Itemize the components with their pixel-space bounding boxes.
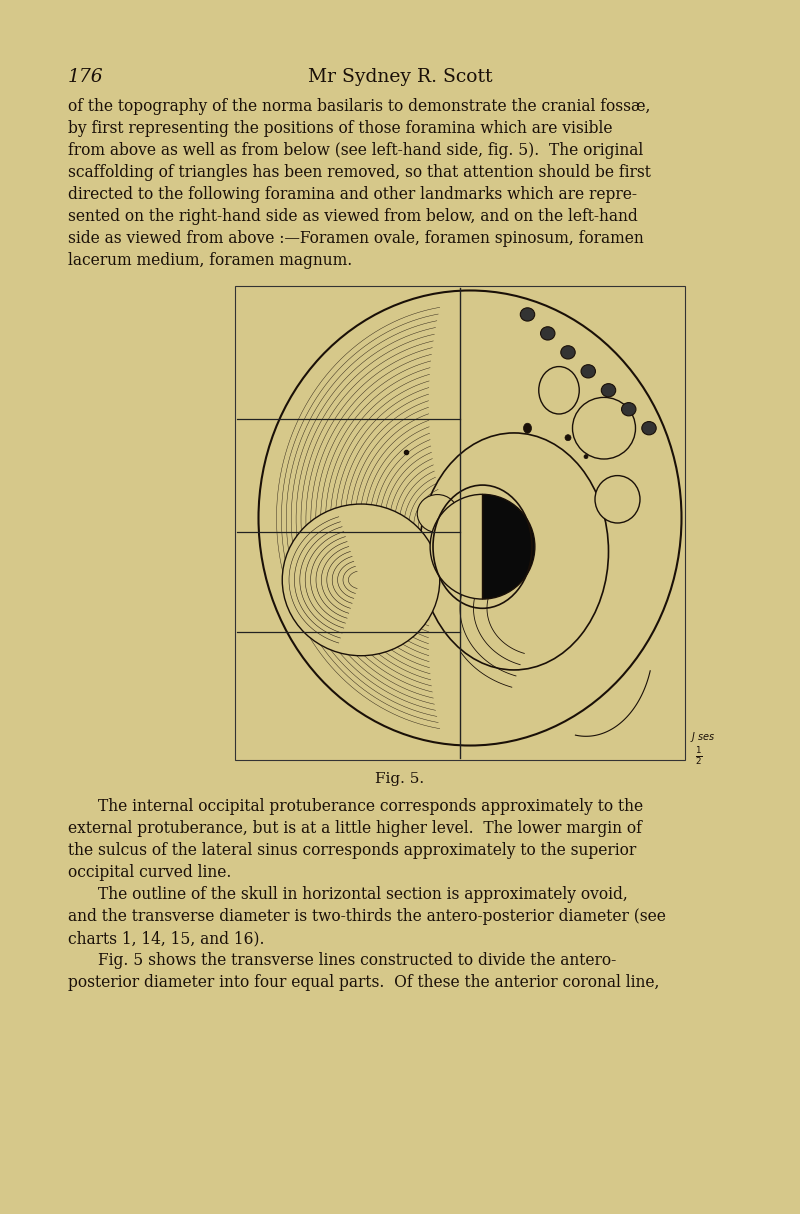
Text: The outline of the skull in horizontal section is approximately ovoid,: The outline of the skull in horizontal s… <box>98 886 628 903</box>
Text: and the transverse diameter is two-thirds the antero-posterior diameter (see: and the transverse diameter is two-third… <box>68 908 666 925</box>
Ellipse shape <box>595 476 640 523</box>
Wedge shape <box>430 494 482 599</box>
Ellipse shape <box>602 384 616 397</box>
Bar <box>235 287 685 760</box>
Text: side as viewed from above :—Foramen ovale, foramen spinosum, foramen: side as viewed from above :—Foramen oval… <box>68 229 644 246</box>
Text: Mr Sydney R. Scott: Mr Sydney R. Scott <box>308 68 492 86</box>
Wedge shape <box>482 494 535 599</box>
Ellipse shape <box>541 327 555 340</box>
Ellipse shape <box>258 290 682 745</box>
Text: 176: 176 <box>68 68 104 86</box>
Text: by first representing the positions of those foramina which are visible: by first representing the positions of t… <box>68 120 613 137</box>
Text: from above as well as from below (see left-hand side, fig. 5).  The original: from above as well as from below (see le… <box>68 142 643 159</box>
Text: charts 1, 14, 15, and 16).: charts 1, 14, 15, and 16). <box>68 930 265 947</box>
Ellipse shape <box>523 424 531 433</box>
Ellipse shape <box>419 433 609 670</box>
Ellipse shape <box>565 435 571 441</box>
Text: The internal occipital protuberance corresponds approximately to the: The internal occipital protuberance corr… <box>98 798 643 815</box>
Ellipse shape <box>622 403 636 416</box>
Ellipse shape <box>584 454 588 459</box>
Text: lacerum medium, foramen magnum.: lacerum medium, foramen magnum. <box>68 253 352 270</box>
Text: Fig. 5 shows the transverse lines constructed to divide the antero-: Fig. 5 shows the transverse lines constr… <box>98 952 616 969</box>
Text: of the topography of the norma basilaris to demonstrate the cranial fossæ,: of the topography of the norma basilaris… <box>68 98 650 115</box>
Text: scaffolding of triangles has been removed, so that attention should be first: scaffolding of triangles has been remove… <box>68 164 651 181</box>
Text: Fig. 5.: Fig. 5. <box>375 772 425 785</box>
Text: $\it{J\ ses}$: $\it{J\ ses}$ <box>690 730 715 744</box>
Ellipse shape <box>581 364 595 378</box>
Text: external protuberance, but is at a little higher level.  The lower margin of: external protuberance, but is at a littl… <box>68 819 642 836</box>
Ellipse shape <box>418 494 458 533</box>
Ellipse shape <box>561 346 575 359</box>
Ellipse shape <box>520 308 534 320</box>
Ellipse shape <box>573 397 635 459</box>
Ellipse shape <box>282 504 440 656</box>
Text: sented on the right-hand side as viewed from below, and on the left-hand: sented on the right-hand side as viewed … <box>68 208 638 225</box>
Text: directed to the following foramina and other landmarks which are repre-: directed to the following foramina and o… <box>68 186 637 203</box>
Text: $\frac{1}{2}$: $\frac{1}{2}$ <box>695 745 702 767</box>
Text: occipital curved line.: occipital curved line. <box>68 864 231 881</box>
Ellipse shape <box>538 367 579 414</box>
Ellipse shape <box>642 421 656 435</box>
Text: the sulcus of the lateral sinus corresponds approximately to the superior: the sulcus of the lateral sinus correspo… <box>68 843 636 860</box>
Text: posterior diameter into four equal parts.  Of these the anterior coronal line,: posterior diameter into four equal parts… <box>68 974 659 991</box>
